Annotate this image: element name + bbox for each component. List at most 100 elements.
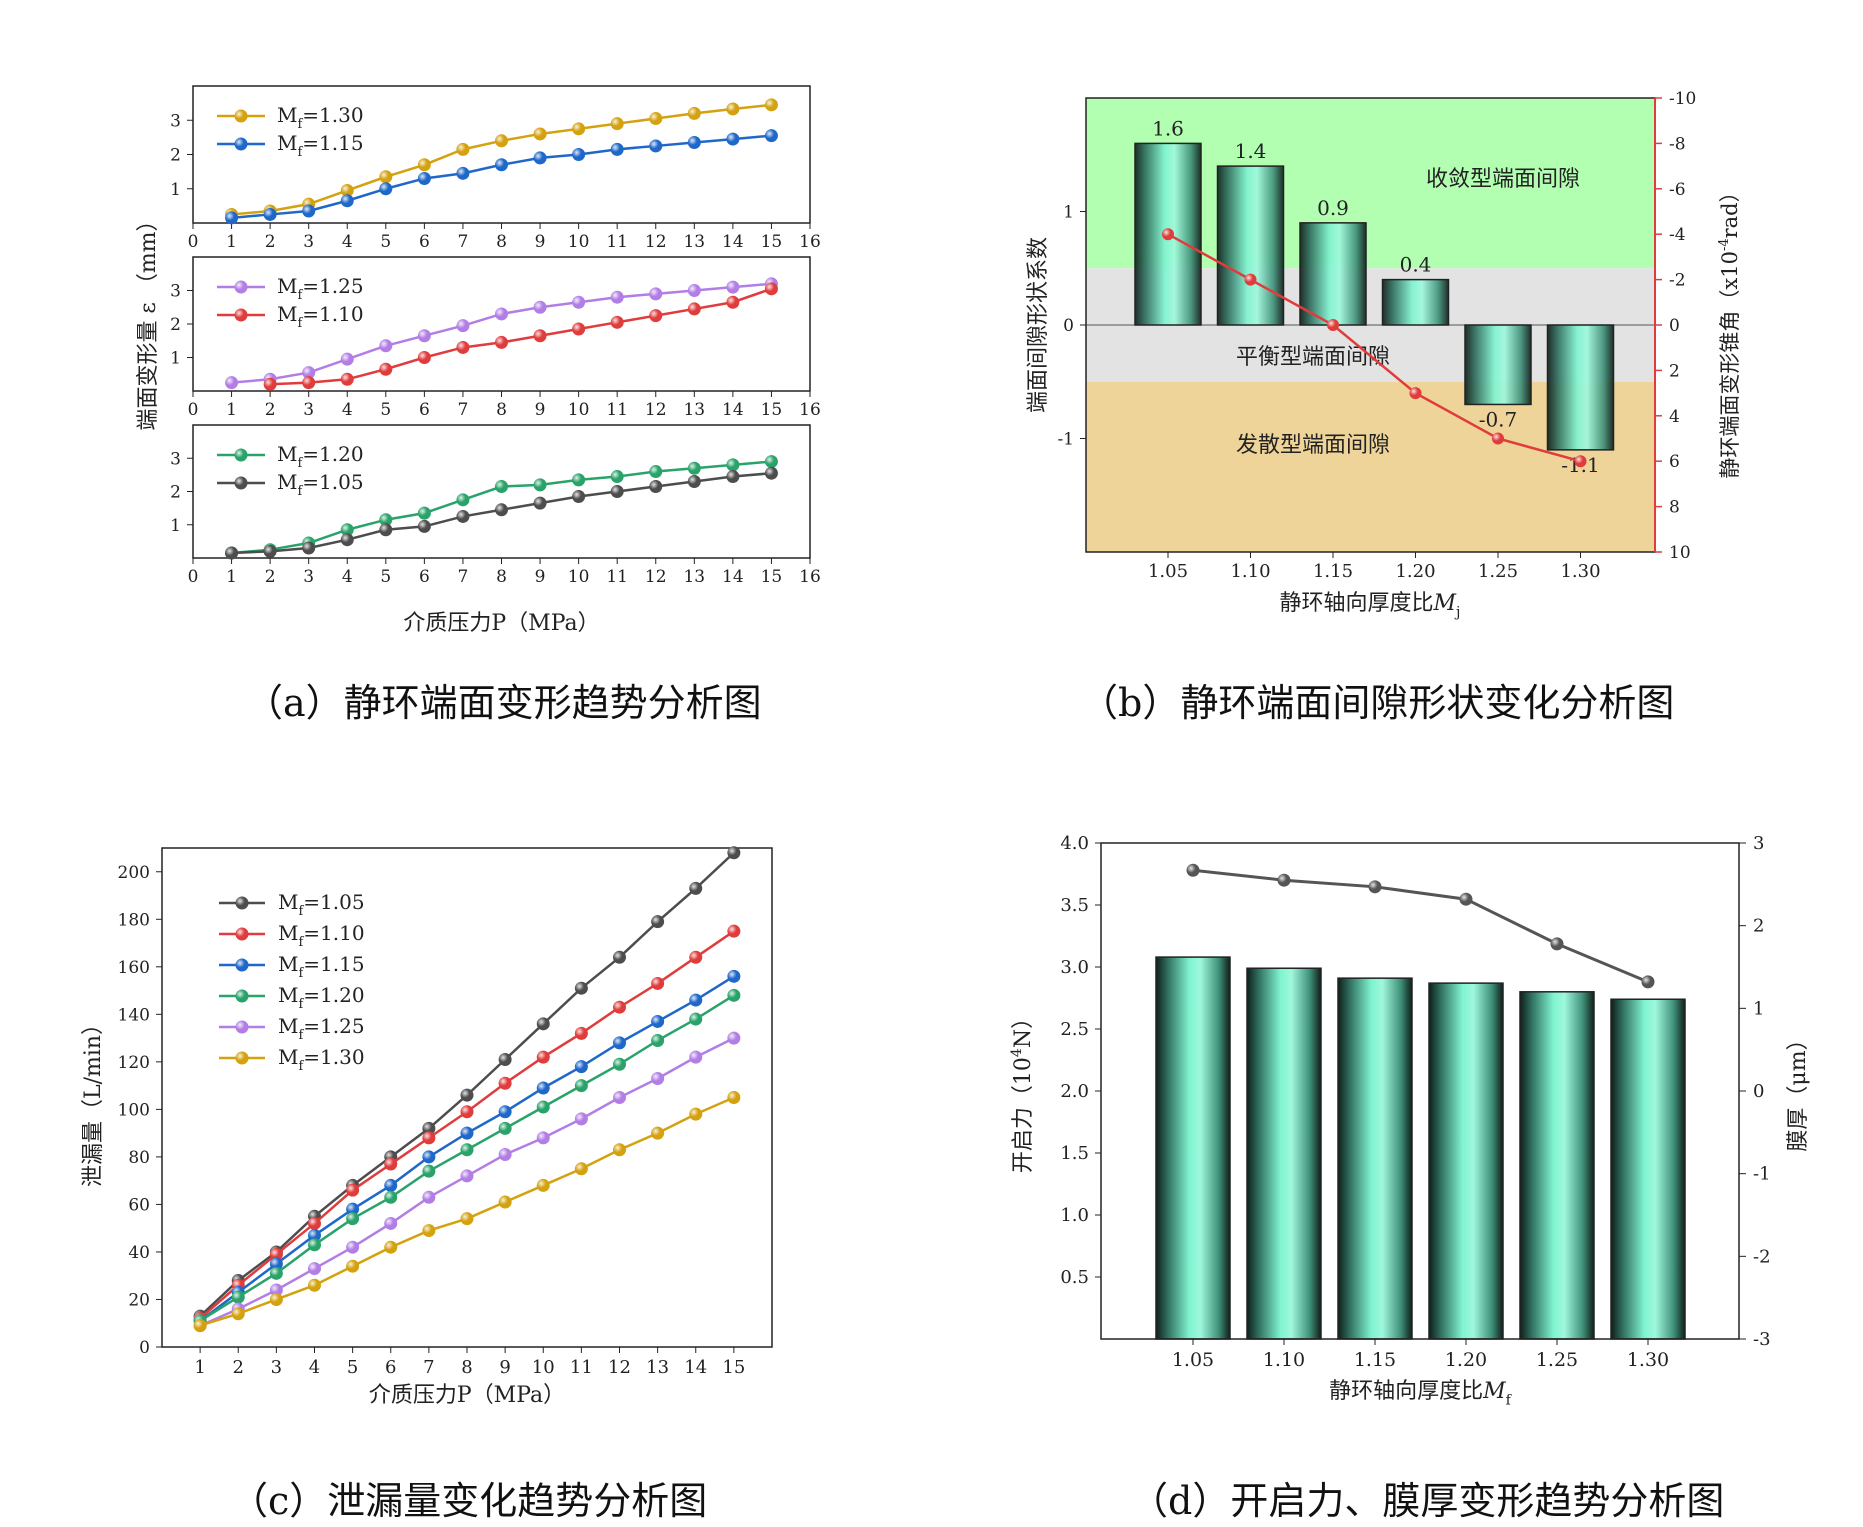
point-1.25-shine xyxy=(610,290,624,304)
y-tick-label: 3.0 xyxy=(1060,957,1089,978)
y-tick-label: 0.5 xyxy=(1060,1267,1089,1288)
film-thickness-point-shine xyxy=(1641,975,1655,989)
x-tick-label: 1.05 xyxy=(1148,561,1188,582)
film-thickness-point-shine xyxy=(1459,892,1473,906)
right-tick-label: 3 xyxy=(1753,833,1764,854)
y-tick-label: 2.0 xyxy=(1060,1081,1089,1102)
point-1.15-shine xyxy=(764,129,778,143)
y-tick-label: 60 xyxy=(128,1195,150,1215)
point-1.25-shine xyxy=(460,1169,474,1183)
point-1.10-shine xyxy=(263,377,277,391)
x-tick-label: 8 xyxy=(461,1357,472,1378)
point-1.30-shine xyxy=(417,158,431,172)
point-1.30-shine xyxy=(727,1091,741,1104)
x-tick-label: 2 xyxy=(233,1357,244,1378)
point-1.10-shine xyxy=(689,950,703,964)
y-tick-label: 40 xyxy=(128,1243,150,1263)
x-tick-label: 14 xyxy=(684,1357,707,1378)
y-tick-label: 1.0 xyxy=(1060,1205,1089,1226)
x-tick-label: 13 xyxy=(683,232,705,252)
point-1.05-shine xyxy=(495,503,508,517)
point-1.15-shine xyxy=(495,158,508,172)
x-tick-label: 14 xyxy=(722,567,744,587)
point-1.15-shine xyxy=(302,204,316,218)
point-1.20-shine xyxy=(726,458,740,472)
cone-angle-point-shine xyxy=(1574,455,1587,468)
point-1.25-shine xyxy=(422,1190,436,1204)
point-1.25-shine xyxy=(727,1031,741,1045)
point-1.25-shine xyxy=(536,1131,550,1145)
y-axis-title: 泄漏量（L/min） xyxy=(81,1013,106,1187)
legend-marker-1.05-shine xyxy=(234,476,248,490)
x-tick-label: 5 xyxy=(380,567,391,587)
right-tick-label: 8 xyxy=(1669,498,1680,518)
point-1.15-shine xyxy=(263,207,277,221)
x-tick-label: 13 xyxy=(683,400,705,420)
point-1.25-shine xyxy=(379,339,393,353)
right-axis-title: 静环端面变形锥角（x10-4rad） xyxy=(1717,181,1742,478)
right-tick-label: -6 xyxy=(1669,180,1686,200)
x-tick-label: 15 xyxy=(761,567,783,587)
x-tick-label: 6 xyxy=(419,400,430,420)
bar-value-label: 0.9 xyxy=(1317,196,1349,220)
x-tick-label: 0 xyxy=(188,400,199,420)
point-1.25-shine xyxy=(726,280,740,294)
x-tick-label: 3 xyxy=(303,400,314,420)
point-1.20-shine xyxy=(533,478,547,492)
y-tick-label: 2.5 xyxy=(1060,1019,1089,1040)
y-tick-label: 3 xyxy=(170,282,181,302)
point-1.05-shine xyxy=(263,544,277,558)
point-1.20-shine xyxy=(495,480,508,494)
point-1.25-shine xyxy=(417,329,431,343)
y-tick-label: 2 xyxy=(170,483,181,503)
point-1.05-shine xyxy=(533,496,547,510)
point-1.15-shine xyxy=(687,136,701,150)
film-thickness-point-shine xyxy=(1277,873,1291,887)
caption-b: （b）静环端面间隙形状变化分析图 xyxy=(1080,681,1675,725)
right-tick-label: 4 xyxy=(1669,407,1680,427)
x-tick-label: 2 xyxy=(265,567,276,587)
point-1.05-shine xyxy=(460,1088,474,1102)
legend-marker-1.05-shine xyxy=(235,896,249,910)
bar-1.25 xyxy=(1519,991,1595,1340)
x-tick-label: 1.30 xyxy=(1560,561,1600,582)
x-tick-label: 11 xyxy=(606,400,628,420)
point-1.20-shine xyxy=(456,493,470,507)
legend-marker-1.25-shine xyxy=(235,1020,249,1034)
y-tick-label: 80 xyxy=(128,1148,150,1168)
right-tick-label: -2 xyxy=(1669,271,1686,291)
y-tick-label: 1 xyxy=(170,180,181,200)
y-tick-label: 3 xyxy=(170,449,181,469)
legend-marker-1.20-shine xyxy=(234,448,248,462)
x-tick-label: 12 xyxy=(645,232,667,252)
zone-label-divergent: 发散型端面间隙 xyxy=(1236,433,1390,458)
y-tick-label: 180 xyxy=(118,910,150,930)
point-1.20-shine xyxy=(727,988,741,1002)
legend-label-1.25: Mf=1.25 xyxy=(278,1014,365,1043)
point-1.15-shine xyxy=(417,171,431,185)
y-axis-title: 端面间隙形状系数 xyxy=(1026,237,1051,413)
chart-b-gap-shape: 收敛型端面间隙1.61.40.90.4-0.7-1.1平衡型端面间隙发散型端面间… xyxy=(1026,89,1742,621)
point-1.10-shine xyxy=(417,351,431,364)
point-1.20-shine xyxy=(687,461,701,475)
y-tick-label: 0 xyxy=(139,1338,150,1358)
point-1.25-shine xyxy=(302,366,316,380)
point-1.05-shine xyxy=(498,1052,512,1066)
y-tick-label: 1 xyxy=(170,349,181,369)
point-1.25-shine xyxy=(340,352,354,366)
point-1.15-shine xyxy=(649,139,663,153)
x-tick-label: 1.20 xyxy=(1395,561,1435,582)
x-tick-label: 10 xyxy=(568,232,590,252)
point-1.30-shine xyxy=(651,1126,665,1140)
x-tick-label: 12 xyxy=(645,567,667,587)
point-1.20-shine xyxy=(269,1266,283,1280)
point-1.15-shine xyxy=(536,1081,550,1095)
point-1.20-shine xyxy=(231,1290,245,1304)
y-tick-label: 160 xyxy=(118,958,150,978)
x-tick-label: 3 xyxy=(303,567,314,587)
y-tick-label: -1 xyxy=(1057,430,1074,450)
bar-1.05 xyxy=(1155,956,1231,1340)
right-tick-label: 2 xyxy=(1753,916,1764,937)
